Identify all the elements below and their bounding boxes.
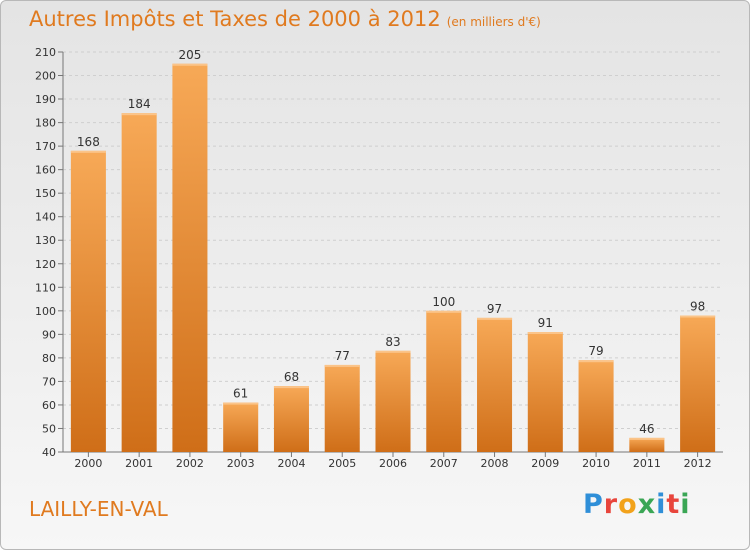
y-tick-label: 110	[35, 281, 56, 294]
x-tick-label-2003: 2003	[227, 457, 255, 470]
proxiti-logo: Proxiti	[583, 489, 691, 520]
bar-2004	[273, 386, 309, 452]
bar-2009	[527, 332, 563, 452]
logo-letter: i	[656, 489, 667, 520]
y-tick-label: 150	[35, 187, 56, 200]
bar-2008	[477, 317, 513, 452]
y-tick-label: 100	[35, 305, 56, 318]
bar-highlight	[578, 360, 614, 363]
logo-letter: i	[680, 489, 691, 520]
bar-highlight	[375, 350, 411, 353]
x-tick-label-2011: 2011	[633, 457, 661, 470]
y-tick-label: 190	[35, 93, 56, 106]
y-tick-label: 170	[35, 140, 56, 153]
data-label-2007: 100	[432, 295, 455, 309]
bar-highlight	[680, 315, 716, 318]
logo-letter: P	[583, 489, 604, 520]
bar-highlight	[527, 332, 563, 334]
x-tick-label-2007: 2007	[430, 457, 458, 470]
y-tick-label: 60	[42, 399, 56, 412]
y-tick-label: 200	[35, 70, 56, 83]
logo-letter: x	[637, 489, 657, 520]
bar-2010	[578, 360, 614, 452]
bar-highlight	[477, 317, 513, 320]
y-tick-label: 50	[42, 422, 56, 435]
data-label-2008: 97	[487, 302, 502, 316]
bar-2011	[629, 437, 665, 452]
x-tick-label-2001: 2001	[125, 457, 153, 470]
x-tick-label-2012: 2012	[684, 457, 712, 470]
logo-letter: o	[618, 489, 638, 520]
bar-2001	[121, 113, 157, 453]
bar-highlight	[121, 113, 157, 116]
data-label-2011: 46	[639, 422, 654, 436]
data-label-2006: 83	[385, 335, 400, 349]
labels: 40 50 60 70 80 90 100 110 120 130 140 150 160 170 180 1…	[35, 46, 712, 470]
data-label-2004: 68	[284, 370, 299, 384]
bar-2005	[324, 364, 360, 452]
y-tick-label: 40	[42, 446, 56, 459]
x-tick-label-2002: 2002	[176, 457, 204, 470]
x-tick-label-2008: 2008	[481, 457, 509, 470]
data-label-2005: 77	[335, 349, 350, 363]
bar-highlight	[324, 364, 360, 367]
bar-2006	[375, 350, 411, 452]
bar-highlight	[70, 150, 106, 153]
data-label-2010: 79	[588, 344, 603, 358]
y-tick-label: 160	[35, 164, 56, 177]
x-tick-label-2000: 2000	[74, 457, 102, 470]
y-tick-label: 140	[35, 211, 56, 224]
commune-name: LAILLY-EN-VAL	[29, 497, 168, 521]
chart-title: Autres Impôts et Taxes de 2000 à 2012 (en…	[29, 7, 541, 31]
x-tick-label-2005: 2005	[328, 457, 356, 470]
data-label-2012: 98	[690, 300, 705, 314]
bar-2002	[172, 63, 208, 452]
data-label-2002: 205	[178, 48, 201, 62]
y-tick-label: 80	[42, 352, 56, 365]
x-tick-label-2004: 2004	[277, 457, 305, 470]
x-tick-label-2006: 2006	[379, 457, 407, 470]
logo-letter: t	[666, 489, 681, 520]
bar-2000	[70, 150, 106, 452]
bar-2007	[426, 310, 462, 452]
data-label-2000: 168	[77, 135, 100, 149]
y-tick-label: 90	[42, 328, 56, 341]
y-tick-label: 130	[35, 234, 56, 247]
data-label-2003: 61	[233, 387, 248, 401]
bar-2003	[223, 402, 259, 452]
bar-highlight	[172, 63, 208, 66]
bar-2012	[680, 315, 716, 452]
x-tick-label-2010: 2010	[582, 457, 610, 470]
bar-highlight	[223, 402, 259, 405]
x-tick-label-2009: 2009	[531, 457, 559, 470]
chart-title-text: Autres Impôts et Taxes de 2000 à 2012	[29, 7, 441, 31]
y-tick-label: 120	[35, 258, 56, 271]
chart-subtitle: (en milliers d'€)	[446, 15, 541, 29]
data-label-2009: 91	[538, 316, 553, 330]
logo-letter: r	[603, 489, 619, 520]
bars	[70, 63, 716, 453]
data-label-2001: 184	[128, 97, 151, 111]
y-tick-label: 180	[35, 117, 56, 130]
bar-highlight	[426, 310, 462, 313]
y-tick-label: 210	[35, 46, 56, 59]
bar-highlight	[629, 437, 665, 440]
bar-highlight	[273, 386, 309, 389]
y-tick-label: 70	[42, 375, 56, 388]
